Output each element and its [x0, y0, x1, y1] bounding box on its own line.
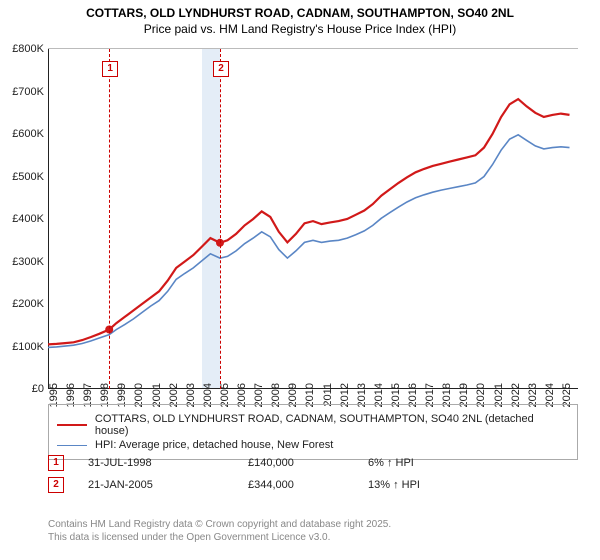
transaction-table: 1 31-JUL-1998£140,0006% ↑ HPI 2 21-JAN-2005…: [48, 452, 578, 496]
ytick-label: £300K: [0, 256, 44, 268]
ytick-label: £800K: [0, 43, 44, 55]
legend-item: HPI: Average price, detached house, New …: [57, 439, 569, 451]
sale-marker-line: [109, 49, 110, 389]
footer-attribution: Contains HM Land Registry data © Crown c…: [48, 518, 578, 544]
transaction-delta: 6% ↑ HPI: [368, 457, 468, 469]
legend-label: HPI: Average price, detached house, New …: [95, 439, 333, 451]
transaction-date: 31-JUL-1998: [88, 457, 248, 469]
chart-subtitle: Price paid vs. HM Land Registry's House …: [0, 22, 600, 40]
transaction-price: £344,000: [248, 479, 368, 491]
legend-swatch: [57, 445, 87, 446]
chart-title: COTTARS, OLD LYNDHURST ROAD, CADNAM, SOU…: [0, 0, 600, 22]
ytick-label: £0: [0, 383, 44, 395]
plot-area: £0£100K£200K£300K£400K£500K£600K£700K£80…: [48, 48, 578, 389]
chart-container: COTTARS, OLD LYNDHURST ROAD, CADNAM, SOU…: [0, 0, 600, 560]
legend-label: COTTARS, OLD LYNDHURST ROAD, CADNAM, SOU…: [95, 413, 569, 437]
series-property: [48, 99, 570, 344]
legend-item: COTTARS, OLD LYNDHURST ROAD, CADNAM, SOU…: [57, 413, 569, 437]
transaction-row: 2 21-JAN-2005£344,00013% ↑ HPI: [48, 474, 578, 496]
footer-line-1: Contains HM Land Registry data © Crown c…: [48, 518, 578, 531]
ytick-label: £100K: [0, 341, 44, 353]
ytick-label: £600K: [0, 128, 44, 140]
transaction-row: 1 31-JUL-1998£140,0006% ↑ HPI: [48, 452, 578, 474]
sale-marker-badge: 1: [102, 61, 118, 77]
transaction-badge: 1: [48, 455, 64, 471]
ytick-label: £200K: [0, 298, 44, 310]
ytick-label: £700K: [0, 86, 44, 98]
legend-swatch: [57, 424, 87, 426]
transaction-badge: 2: [48, 477, 64, 493]
ytick-label: £400K: [0, 213, 44, 225]
transaction-price: £140,000: [248, 457, 368, 469]
transaction-delta: 13% ↑ HPI: [368, 479, 468, 491]
sale-marker-badge: 2: [213, 61, 229, 77]
line-plot: [48, 49, 578, 389]
ytick-label: £500K: [0, 171, 44, 183]
transaction-date: 21-JAN-2005: [88, 479, 248, 491]
footer-line-2: This data is licensed under the Open Gov…: [48, 531, 578, 544]
sale-marker-line: [220, 49, 221, 389]
